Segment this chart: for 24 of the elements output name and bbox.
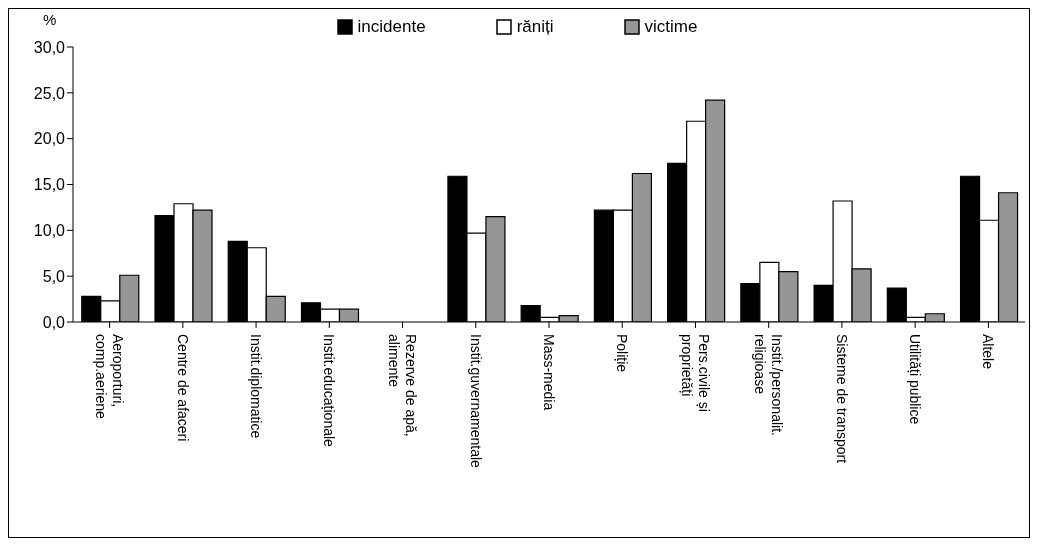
x-tick-label: Instit.diplomatice — [248, 334, 265, 439]
y-tick-label: 15,0 — [33, 176, 66, 194]
x-tick-label: Centre de afaceri — [174, 334, 191, 442]
y-tick-label: 20,0 — [33, 130, 66, 148]
y-axis-title: % — [43, 11, 57, 28]
y-tick-label: 5,0 — [42, 267, 66, 285]
x-tick-label: Instit.guvernamentale — [467, 334, 484, 469]
x-tick-label: Instit.educaționale — [321, 334, 338, 448]
x-tick-label: Utilități publice — [907, 334, 924, 425]
x-tick-label: Rezerve de apă, alimente — [386, 334, 420, 437]
y-tick-label: 10,0 — [33, 222, 66, 240]
x-tick-label: Sisteme de transport — [834, 334, 851, 464]
legend-label: victime — [643, 17, 698, 37]
x-tick-label: Aeroporturi, comp.aeriene — [93, 334, 127, 420]
x-tick-label: Altele — [980, 334, 997, 370]
legend-label: incidente — [356, 17, 426, 37]
x-tick-label: Mass-media — [541, 334, 558, 411]
y-tick-label: 25,0 — [33, 84, 66, 102]
x-tick-label: Instit./personalit. religioase — [752, 334, 786, 436]
x-tick-label: Pers.civile și proprietăți — [679, 334, 712, 412]
y-tick-label: 0,0 — [42, 313, 66, 331]
y-tick-label: 30,0 — [33, 38, 66, 56]
legend-label: răniți — [515, 17, 554, 37]
x-tick-label: Poliție — [614, 334, 631, 373]
